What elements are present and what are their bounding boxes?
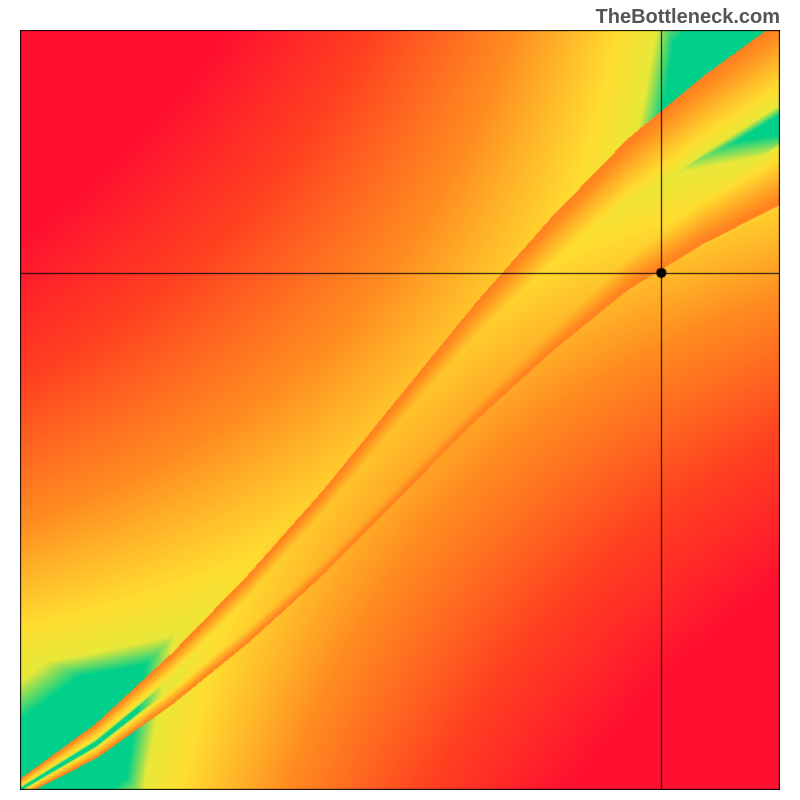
watermark-label: TheBottleneck.com — [596, 6, 780, 29]
bottleneck-heatmap — [20, 30, 780, 790]
heatmap-canvas — [20, 30, 780, 790]
